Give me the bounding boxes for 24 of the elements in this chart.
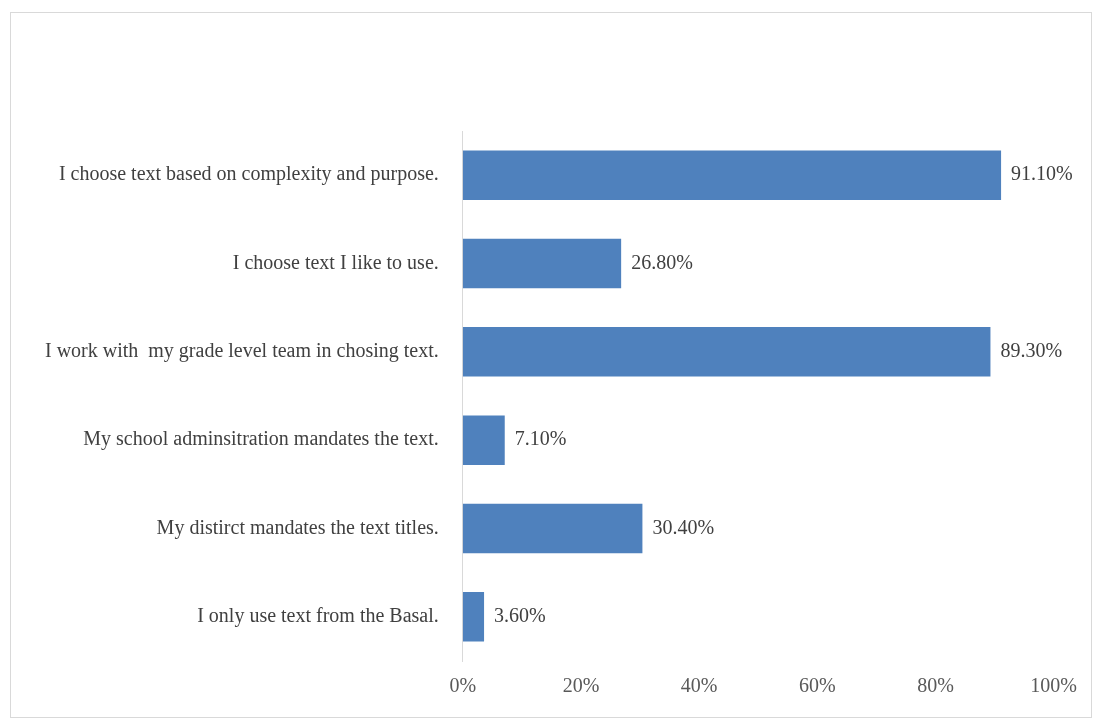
y-tick-label: My distirct mandates the text titles. [156,515,439,539]
x-tick-label: 80% [917,674,954,697]
bar [462,503,643,554]
y-tick-label: I only use text from the Basal. [197,604,439,628]
data-label: 7.10% [514,427,567,450]
data-label: 3.60% [494,604,546,627]
y-tick-label: My school adminsitration mandates the text. [83,427,439,451]
data-label: 30.40% [652,515,715,538]
bar [462,592,485,642]
bar [462,238,622,289]
x-tick-label: 40% [680,674,718,697]
y-tick-label: I choose text I like to use. [232,250,439,273]
x-tick-label: 20% [562,674,600,697]
x-tick-label: 100% [1030,674,1078,697]
y-tick-label: I work with my grade level team in chosing text. [44,339,439,363]
x-tick-label: 60% [798,674,836,697]
x-tick-label: 0% [449,674,477,697]
bar [462,415,505,465]
data-label: 91.10% [1011,162,1073,185]
data-label: 89.30% [1000,339,1063,362]
data-label: 26.80% [631,250,693,273]
bar [462,150,1002,200]
y-tick-label: I choose text based on complexity and purpose. [58,162,439,186]
bar [462,327,991,377]
